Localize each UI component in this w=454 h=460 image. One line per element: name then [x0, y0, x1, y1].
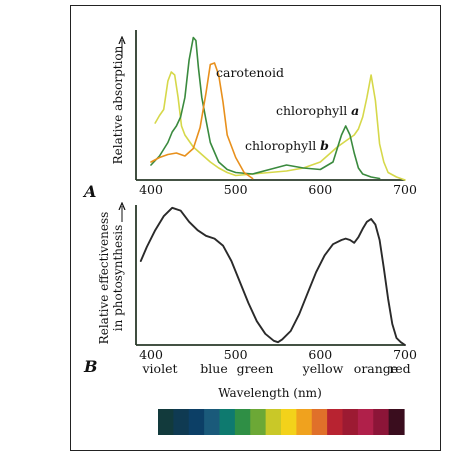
panel-a-letter: A	[82, 182, 96, 201]
panel-b-curves	[139, 206, 406, 346]
spectrum-band	[188, 409, 205, 435]
spectrum-band	[219, 409, 236, 435]
chlorophyll-a-label: chlorophyll a	[276, 103, 359, 118]
panel-b-letter: B	[83, 357, 98, 376]
panel-a: Relative absorption 400 500 600 700 A carot…	[82, 30, 417, 201]
color-word-yellow: yellow	[302, 361, 344, 376]
chlorophyll-a-curve	[154, 71, 406, 181]
chlorophyll-b-label-letter: b	[320, 138, 329, 153]
visible-spectrum-bar	[158, 409, 405, 435]
spectrum-band	[357, 409, 374, 435]
spectrum-band	[388, 409, 405, 435]
spectrum-band	[311, 409, 328, 435]
spectrum-band	[158, 409, 174, 435]
spectrum-band	[234, 409, 251, 435]
x-tick-label: 400	[139, 347, 163, 362]
spectrum-band	[327, 409, 344, 435]
carotenoid-curve	[150, 62, 254, 180]
color-word-green: green	[237, 361, 274, 376]
panel-b-y-label-line2: in photosynthesis	[111, 225, 125, 332]
spectrum-band	[265, 409, 282, 435]
chlorophyll-b-label: chlorophyll b	[245, 138, 329, 153]
panel-b: Relative effectiveness in photosynthesis…	[83, 205, 417, 400]
panel-a-x-ticks: 400 500 600 700	[139, 182, 417, 197]
color-word-red: red	[389, 361, 410, 376]
chlorophyll-b-curve	[150, 36, 381, 180]
spectrum-band	[373, 409, 390, 435]
figure-frame	[70, 5, 441, 451]
chlorophyll-a-label-text: chlorophyll	[276, 103, 351, 118]
x-tick-label: 600	[308, 182, 332, 197]
wavelength-axis-title: Wavelength (nm)	[218, 386, 322, 400]
x-tick-label: 400	[139, 182, 163, 197]
x-tick-label: 700	[393, 182, 417, 197]
chlorophyll-b-label-text: chlorophyll	[245, 138, 320, 153]
x-tick-label: 500	[224, 182, 248, 197]
spectrum-band	[204, 409, 221, 435]
panel-a-curves	[150, 36, 406, 181]
color-word-orange: orange	[354, 361, 398, 376]
x-tick-label: 600	[308, 347, 332, 362]
spectrum-band	[173, 409, 190, 435]
spectrum-band	[250, 409, 267, 435]
spectrum-band	[342, 409, 359, 435]
panel-a-y-label: Relative absorption	[111, 45, 125, 164]
panel-b-series-curve	[139, 206, 406, 346]
color-word-blue: blue	[200, 361, 227, 376]
x-tick-label: 700	[393, 347, 417, 362]
spectrum-band	[296, 409, 313, 435]
spectrum-band	[281, 409, 297, 435]
carotenoid-label: carotenoid	[216, 65, 284, 80]
panel-b-x-ticks: 400 500 600 700	[139, 347, 417, 362]
x-tick-label: 500	[224, 347, 248, 362]
chlorophyll-a-label-letter: a	[351, 103, 359, 118]
panel-b-y-label-line1: Relative effectiveness	[97, 212, 111, 345]
color-word-violet: violet	[141, 361, 177, 376]
